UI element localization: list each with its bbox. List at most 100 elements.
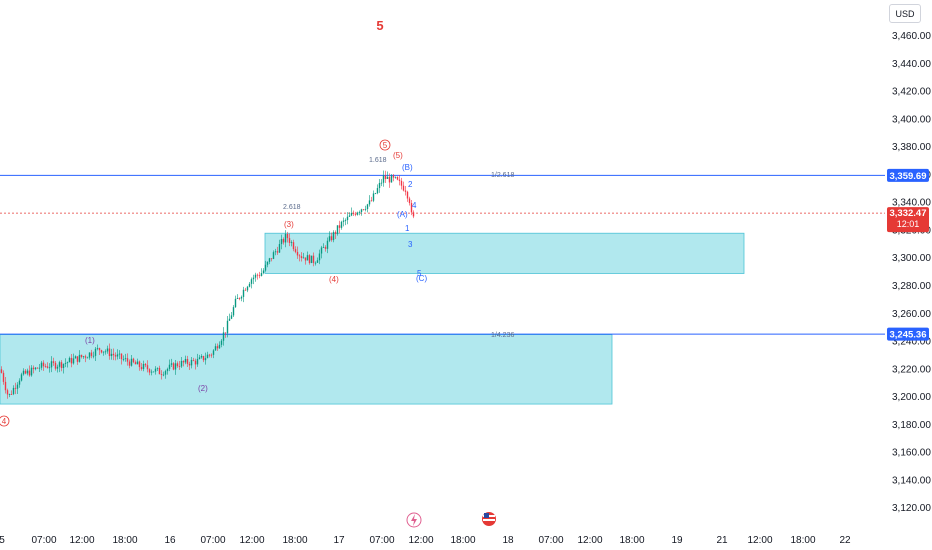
y-tick-label: 3,140.00 [892,475,931,486]
x-tick-label: 12:00 [408,535,433,546]
candle-body [68,357,71,363]
candle-body [116,354,119,357]
y-tick-label: 3,420.00 [892,87,931,98]
candle-body [252,277,255,280]
candle-body [10,394,13,395]
candle-body [362,209,365,211]
lower-level-tag[interactable]: 3,245.36 [887,327,929,341]
candle-body [198,357,201,360]
candle-body [254,274,257,278]
candle-body [130,358,133,366]
candle-body [244,289,247,291]
candle-body [226,320,229,334]
fib-label-lower: 1/4.236 [491,332,514,339]
candle-body [164,371,167,375]
candle-body [380,182,383,184]
candle-body [338,225,341,228]
x-tick-label: 12:00 [239,535,264,546]
candle-body [332,232,335,241]
candle-body [46,366,49,368]
candle-body [324,247,327,249]
candle-body [114,355,117,357]
fib-label-1618: 1.618 [369,157,387,164]
currency-selector[interactable]: USD [889,4,921,23]
current-price-value: 3,332.47 [890,208,927,219]
candle-body [396,176,399,180]
candle-body [128,361,131,366]
candle-body [206,354,209,359]
lower-demand-zone[interactable] [0,334,613,405]
candle-body [132,358,135,363]
x-axis[interactable]: 5 07:00 12:00 18:00 16 07:00 12:00 18:00 17 07:00… [0,535,851,546]
candle-body [218,344,221,349]
x-tick-label: 22 [839,535,851,546]
y-tick-label: 3,220.00 [892,364,931,375]
y-tick-label: 3,340.00 [892,198,931,209]
candle-body [64,363,67,364]
candle-body [92,355,95,357]
candle-body [200,355,203,358]
candle-body [162,374,165,376]
candle-body [100,350,103,353]
candle-body [110,353,113,357]
candle-body [18,380,21,385]
candle-body [354,213,357,215]
candle-body [74,356,77,359]
wave-label-4: (4) [329,275,339,284]
candle-body [172,363,175,370]
candle-body [4,381,7,391]
candle-body [394,176,397,178]
wave-label-2: (2) [198,384,208,393]
candle-body [372,193,375,201]
candle-body [150,371,153,373]
candle-body [12,387,15,395]
candle-body [156,367,159,369]
candle-body [98,348,101,351]
current-price-tag[interactable]: 3,332.47 12:01 [887,207,929,233]
candle-body [410,203,413,213]
candle-body [194,360,197,365]
candle-body [158,367,161,375]
candle-body [230,315,233,319]
candle-body [6,390,9,395]
candle-body [52,361,55,363]
candle-body [134,362,137,365]
wave-label-3: (3) [284,220,294,229]
candle-body [42,362,45,367]
us-flag-event-icon[interactable] [482,512,496,526]
x-tick-label: 16 [164,535,176,546]
candle-body [50,361,53,368]
candle-body [178,366,181,367]
candle-body [28,370,31,376]
x-tick-label: 17 [333,535,345,546]
candle-body [166,368,169,372]
wave-label-c: (C) [416,274,427,283]
y-tick-label: 3,300.00 [892,253,931,264]
candle-body [210,354,213,356]
candle-body [390,175,393,183]
candle-body [240,296,243,299]
candle-body [294,249,297,252]
candle-body [306,255,309,261]
candle-body [222,332,225,341]
lower-level-value: 3,245.36 [890,330,927,341]
candle-body [94,348,97,356]
candle-body [344,220,347,221]
candle-body [290,242,293,243]
candle-body [392,175,395,178]
upper-level-tag[interactable]: 3,359.69 [887,168,929,182]
candle-body [258,275,261,277]
lightning-event-icon[interactable] [406,512,422,528]
candle-body [280,239,283,245]
x-tick-label: 12:00 [747,535,772,546]
candle-body [358,211,361,213]
candle-body [26,370,29,374]
y-axis[interactable]: 3,460.00 3,440.00 3,420.00 3,400.00 3,380.00… [892,31,931,514]
upper-supply-zone[interactable] [264,232,745,274]
candle-body [214,346,217,351]
candlestick-series [0,170,415,399]
candle-body [182,360,185,363]
candle-body [8,394,11,395]
candle-body [298,255,301,257]
